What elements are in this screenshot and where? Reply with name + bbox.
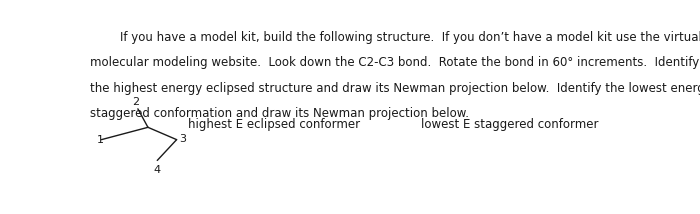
Text: If you have a model kit, build the following structure.  If you don’t have a mod: If you have a model kit, build the follo… xyxy=(90,31,700,44)
Text: staggered conformation and draw its Newman projection below.: staggered conformation and draw its Newm… xyxy=(90,107,469,120)
Text: highest E eclipsed conformer: highest E eclipsed conformer xyxy=(188,118,360,131)
Text: molecular modeling website.  Look down the C2-C3 bond.  Rotate the bond in 60° i: molecular modeling website. Look down th… xyxy=(90,56,699,69)
Text: 4: 4 xyxy=(154,165,161,175)
Text: 3: 3 xyxy=(179,134,186,144)
Text: 2: 2 xyxy=(132,97,139,107)
Text: lowest E staggered conformer: lowest E staggered conformer xyxy=(421,118,598,131)
Text: 1: 1 xyxy=(97,135,104,145)
Text: the highest energy eclipsed structure and draw its Newman projection below.  Ide: the highest energy eclipsed structure an… xyxy=(90,82,700,95)
